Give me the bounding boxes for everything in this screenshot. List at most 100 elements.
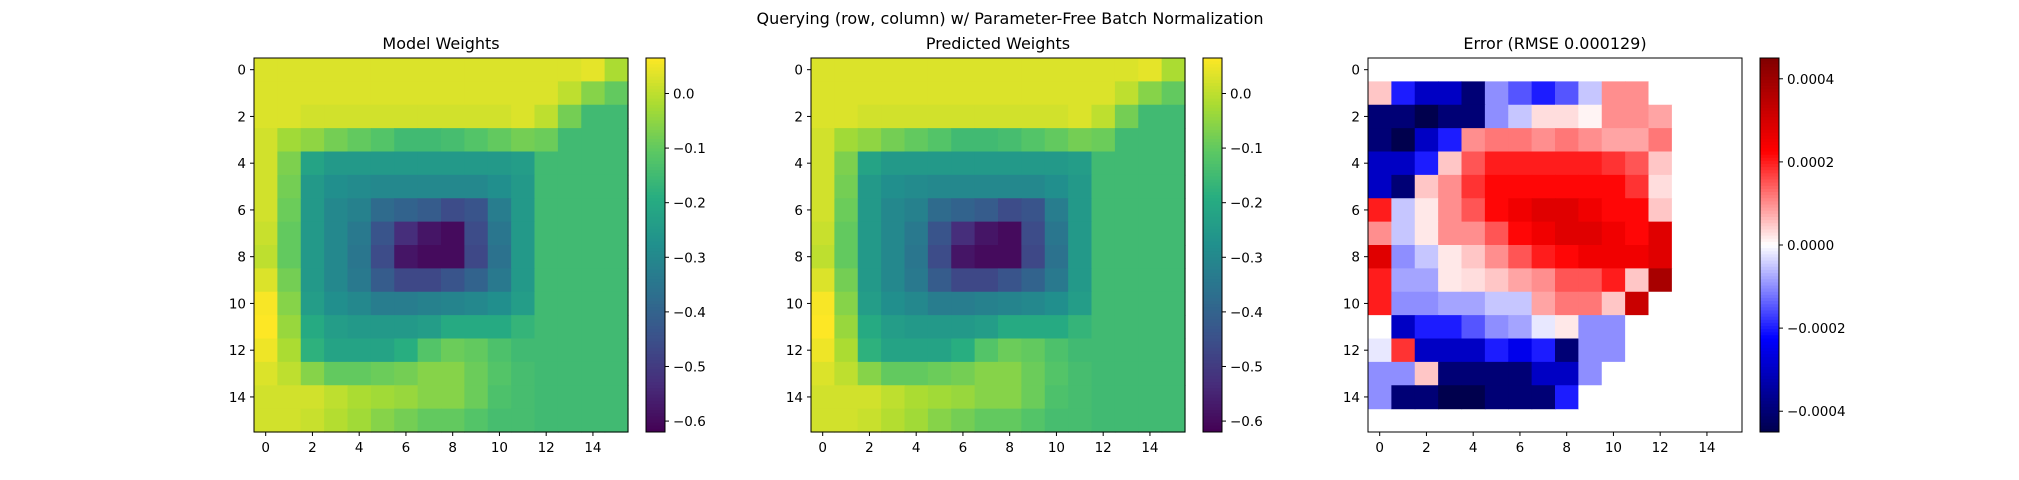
heatmap-cell bbox=[1438, 268, 1463, 293]
heatmap-cell bbox=[511, 385, 536, 410]
y-tick-label: 8 bbox=[237, 250, 246, 266]
colorbar-gradient-step bbox=[1203, 241, 1222, 246]
colorbar-gradient-step bbox=[646, 425, 665, 430]
heatmap-cell bbox=[370, 174, 395, 199]
colorbar-gradient-step bbox=[646, 341, 665, 346]
colorbar-gradient-step bbox=[646, 210, 665, 215]
heatmap-cell bbox=[370, 408, 395, 433]
heatmap-cell bbox=[1161, 198, 1186, 223]
colorbar-gradient-step bbox=[1760, 123, 1779, 127]
heatmap-cell bbox=[370, 58, 395, 82]
heatmap-cell bbox=[511, 315, 536, 340]
colorbar-gradient-step bbox=[1203, 238, 1222, 243]
heatmap-cell bbox=[1601, 245, 1626, 269]
heatmap-cell bbox=[254, 151, 278, 176]
heatmap-cell bbox=[1414, 245, 1439, 269]
heatmap-cell bbox=[1484, 198, 1509, 223]
colorbar-gradient-step bbox=[1203, 347, 1222, 352]
colorbar-gradient-step bbox=[646, 67, 665, 71]
heatmap-cell bbox=[1601, 174, 1626, 199]
heatmap-error bbox=[1368, 58, 1743, 410]
heatmap-cell bbox=[557, 128, 582, 153]
heatmap-cell bbox=[441, 268, 465, 293]
heatmap-cell bbox=[1578, 315, 1603, 340]
colorbar-gradient-step bbox=[1203, 354, 1222, 358]
heatmap-cell bbox=[370, 81, 395, 106]
colorbar-gradient-step bbox=[1203, 294, 1222, 299]
heatmap-cell bbox=[1091, 361, 1116, 386]
colorbar-gradient-step bbox=[646, 207, 665, 212]
heatmap-cell bbox=[1578, 104, 1603, 129]
x-tick-label: 2 bbox=[865, 440, 874, 456]
colorbar-gradient-step bbox=[1203, 92, 1222, 96]
colorbar-gradient-step bbox=[1760, 397, 1779, 402]
heatmap-cell bbox=[1531, 221, 1556, 246]
colorbar-gradient-step bbox=[646, 360, 665, 364]
colorbar-gradient-step bbox=[1203, 229, 1222, 233]
heatmap-cell bbox=[1508, 128, 1533, 153]
heatmap-cell bbox=[974, 104, 999, 129]
heatmap-cell bbox=[441, 104, 465, 129]
heatmap-cell bbox=[811, 338, 835, 363]
heatmap-cell bbox=[1368, 221, 1392, 246]
heatmap-cell bbox=[277, 361, 302, 386]
colorbar-frame bbox=[645, 57, 666, 433]
colorbar-gradient-step bbox=[646, 73, 665, 78]
colorbar-gradient-step bbox=[1760, 226, 1779, 230]
colorbar-gradient-step bbox=[1760, 232, 1779, 237]
heatmap-cell bbox=[1531, 58, 1556, 82]
colorbar-gradient-step bbox=[646, 101, 665, 106]
colorbar-gradient-step bbox=[1760, 235, 1779, 240]
colorbar-gradient-step bbox=[646, 372, 665, 377]
colorbar-gradient-step bbox=[1760, 114, 1779, 118]
colorbar-gradient-step bbox=[646, 350, 665, 355]
heatmap-cell bbox=[557, 338, 582, 363]
colorbar-gradient-step bbox=[646, 403, 665, 408]
heatmap-cell bbox=[1671, 198, 1696, 223]
heatmap-cell bbox=[1138, 151, 1163, 176]
colorbar-gradient-step bbox=[1760, 310, 1779, 314]
colorbar-gradient-step bbox=[646, 98, 665, 103]
heatmap-cell bbox=[300, 58, 325, 82]
heatmap-cell bbox=[1091, 128, 1116, 153]
heatmap-cell bbox=[347, 268, 372, 293]
colorbar-gradient-step bbox=[646, 407, 665, 411]
heatmap-cell bbox=[1414, 58, 1439, 82]
heatmap-cell bbox=[1391, 151, 1416, 176]
heatmap-cell bbox=[1484, 268, 1509, 293]
heatmap-cell bbox=[1695, 174, 1720, 199]
heatmap-cell bbox=[1648, 58, 1673, 82]
plot-frame bbox=[253, 57, 629, 433]
heatmap-cell bbox=[1138, 81, 1163, 106]
panel-model-weights: Model Weights 0 2 4 6 8 10 12 14 0 2 4 6 8 10 12 14 0.… bbox=[229, 34, 706, 456]
colorbar-gradient-step bbox=[646, 173, 665, 177]
heatmap-cell bbox=[1531, 361, 1556, 386]
colorbar-gradient-step bbox=[1203, 316, 1222, 321]
heatmap-cell bbox=[300, 174, 325, 199]
colorbar-gradient-step bbox=[1203, 269, 1222, 274]
colorbar-gradient-step bbox=[1203, 372, 1222, 377]
heatmap-cell bbox=[1068, 338, 1093, 363]
colorbar-gradient-step bbox=[1760, 301, 1779, 305]
heatmap-cell bbox=[927, 245, 952, 269]
heatmap-cell bbox=[1461, 128, 1486, 153]
colorbar-gradient-step bbox=[1203, 104, 1222, 109]
colorbar-gradient-step bbox=[1760, 76, 1779, 81]
heatmap-cell bbox=[534, 268, 559, 293]
heatmap-cell bbox=[881, 198, 906, 223]
colorbar-gradient-step bbox=[646, 400, 665, 405]
y-tick-label: 12 bbox=[786, 343, 803, 359]
heatmap-cell bbox=[464, 245, 489, 269]
colorbar-gradient-step bbox=[1760, 98, 1779, 103]
colorbar-gradient-step bbox=[1203, 70, 1222, 74]
heatmap-cell bbox=[974, 151, 999, 176]
heatmap-cell bbox=[417, 198, 442, 223]
heatmap-cell bbox=[557, 198, 582, 223]
heatmap-cell bbox=[1391, 128, 1416, 153]
heatmap-cell bbox=[1438, 104, 1463, 129]
x-tick-label: 10 bbox=[491, 440, 508, 456]
heatmap-cell bbox=[1461, 245, 1486, 269]
colorbar-gradient-step bbox=[1203, 89, 1222, 93]
heatmap-cell bbox=[1044, 58, 1069, 82]
heatmap-cell bbox=[1461, 104, 1486, 129]
